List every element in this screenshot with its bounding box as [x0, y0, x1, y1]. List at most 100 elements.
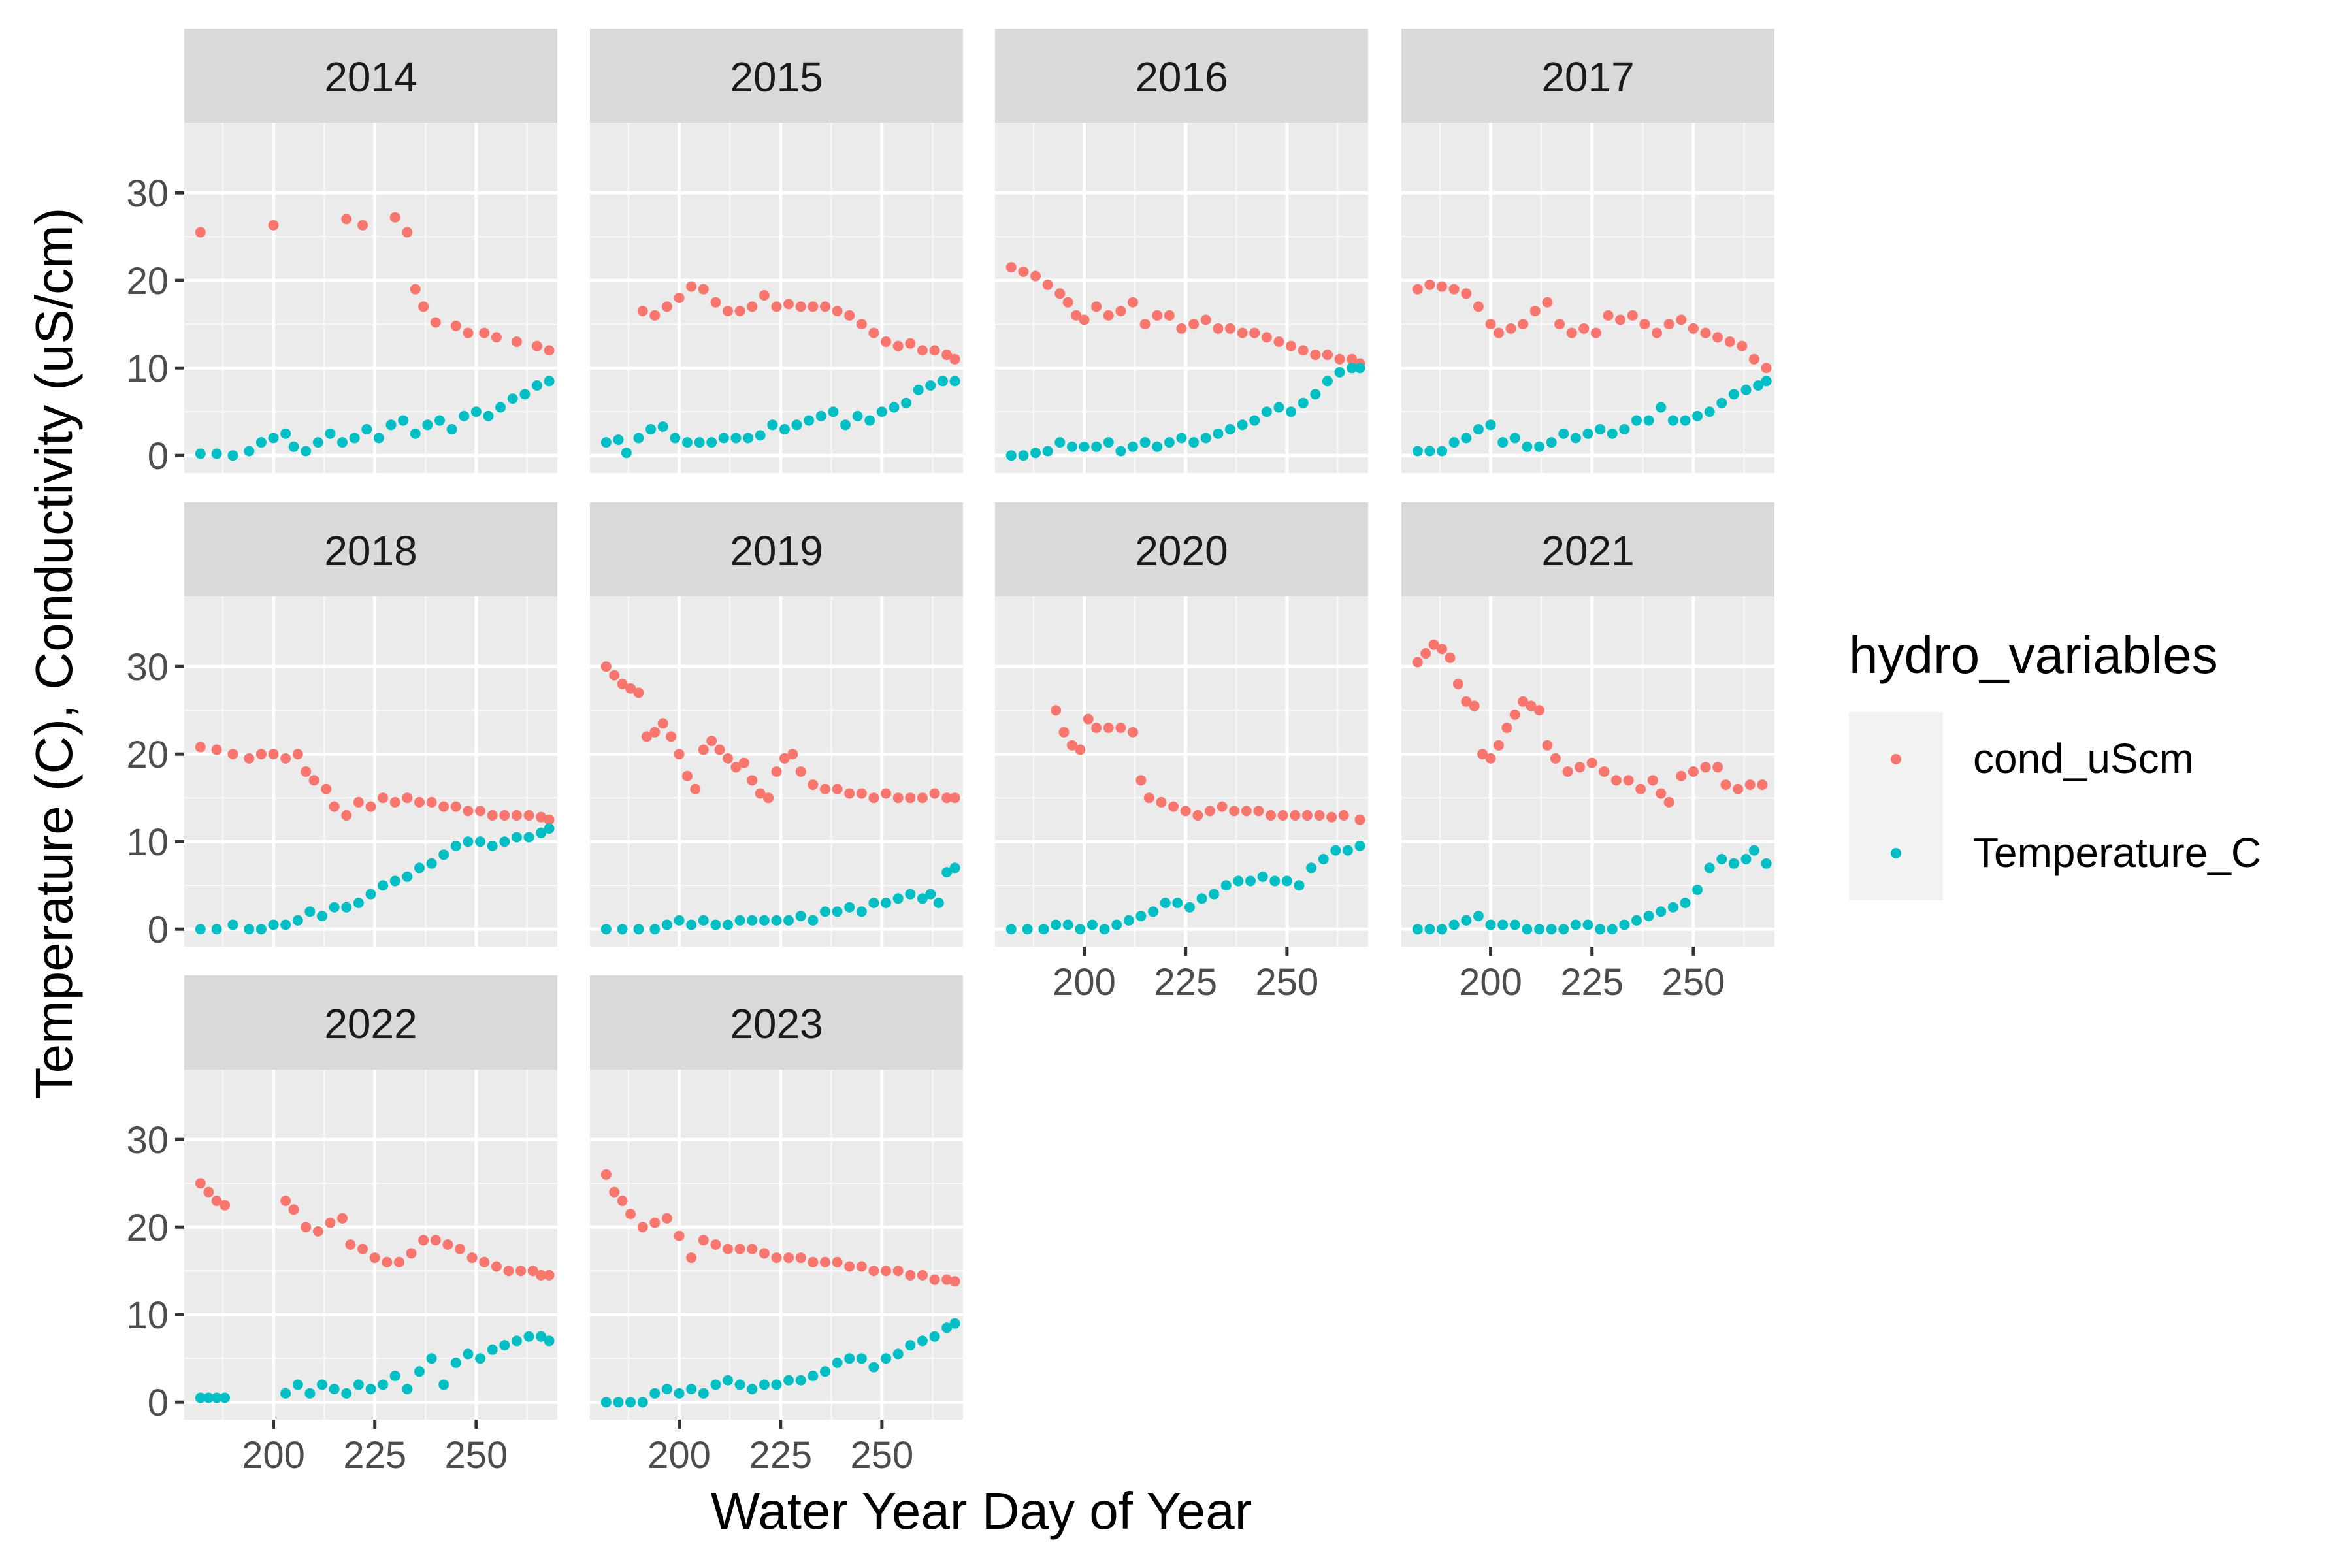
data-point — [949, 376, 960, 387]
x-tick-label: 200 — [1459, 961, 1522, 1004]
data-point — [892, 340, 904, 351]
data-point — [832, 906, 843, 917]
data-point — [929, 788, 940, 799]
data-point — [475, 836, 486, 847]
data-point — [1180, 806, 1191, 817]
data-point — [1452, 679, 1463, 689]
data-point — [507, 393, 518, 404]
data-point — [1152, 441, 1163, 452]
series-Temperature_C — [1005, 363, 1365, 461]
data-point — [1534, 924, 1545, 935]
facet-strip — [1401, 502, 1774, 596]
data-point — [617, 1196, 628, 1206]
y-tick-label: 10 — [126, 821, 169, 864]
data-point — [747, 1243, 758, 1254]
data-point — [868, 1362, 879, 1373]
y-tick-label: 30 — [126, 646, 169, 689]
data-point — [1570, 433, 1581, 444]
data-point — [426, 1353, 437, 1364]
data-point — [641, 731, 652, 742]
data-point — [1656, 402, 1667, 413]
data-point — [450, 801, 461, 812]
facet-panel-2014: 2014 0 10 20 30 — [126, 29, 557, 478]
data-point — [1652, 327, 1663, 338]
data-point — [1448, 437, 1460, 448]
data-point — [1038, 924, 1049, 935]
series-cond_uScm — [195, 742, 555, 825]
series-Temperature_C — [600, 862, 960, 935]
data-point — [783, 1375, 794, 1386]
data-point — [1091, 723, 1102, 733]
data-point — [1224, 424, 1235, 434]
data-point — [1522, 441, 1533, 452]
data-point — [1558, 428, 1569, 439]
data-point — [681, 437, 693, 448]
data-point — [625, 1209, 636, 1220]
data-point — [1334, 353, 1345, 365]
data-point — [402, 227, 413, 238]
panel-background — [995, 596, 1368, 947]
data-point — [1318, 854, 1329, 864]
data-point — [1347, 363, 1358, 374]
data-point — [881, 1353, 892, 1364]
data-point — [844, 310, 855, 321]
data-point — [308, 775, 319, 786]
data-point — [280, 753, 291, 764]
data-point — [1075, 924, 1086, 935]
data-point — [949, 353, 960, 365]
data-point — [410, 284, 421, 295]
data-point — [438, 801, 449, 812]
data-point — [1676, 770, 1687, 781]
data-point — [1656, 788, 1667, 799]
legend-title: hydro_variables — [1849, 626, 2218, 684]
data-point — [929, 345, 940, 356]
data-point — [1518, 696, 1529, 707]
data-point — [1099, 924, 1110, 935]
data-point — [767, 419, 778, 431]
data-point — [755, 788, 766, 799]
data-point — [734, 306, 745, 317]
data-point — [544, 1269, 555, 1281]
series-cond_uScm — [600, 661, 960, 804]
data-point — [633, 433, 644, 444]
data-point — [925, 889, 936, 900]
series-Temperature_C — [1412, 376, 1772, 457]
data-point — [341, 810, 352, 821]
data-point — [759, 289, 770, 301]
data-point — [544, 345, 555, 356]
data-point — [1237, 327, 1248, 338]
data-point — [804, 415, 815, 426]
data-point — [892, 792, 904, 804]
data-point — [426, 858, 437, 869]
data-point — [1424, 279, 1435, 290]
data-point — [613, 1397, 624, 1408]
data-point — [1176, 323, 1187, 334]
data-point — [844, 902, 855, 913]
data-point — [1501, 723, 1512, 733]
data-point — [1473, 301, 1484, 312]
data-point — [475, 806, 486, 817]
data-point — [1412, 657, 1423, 668]
data-point — [1437, 924, 1448, 935]
data-point — [723, 919, 734, 930]
data-point — [1310, 389, 1321, 400]
data-point — [479, 1256, 490, 1267]
data-point — [905, 792, 916, 804]
data-point — [446, 424, 457, 434]
data-point — [600, 437, 612, 448]
data-point — [1667, 902, 1678, 913]
legend-key-point — [1891, 848, 1901, 858]
data-point — [1030, 270, 1041, 282]
data-point — [414, 862, 425, 874]
data-point — [1716, 397, 1727, 408]
data-point — [1273, 336, 1284, 347]
panel-background — [184, 596, 557, 947]
data-point — [523, 1331, 534, 1342]
data-point — [317, 911, 328, 922]
data-point — [329, 801, 340, 812]
data-point — [1281, 875, 1292, 887]
data-point — [674, 293, 685, 303]
data-point — [1420, 648, 1431, 659]
data-point — [268, 749, 279, 760]
